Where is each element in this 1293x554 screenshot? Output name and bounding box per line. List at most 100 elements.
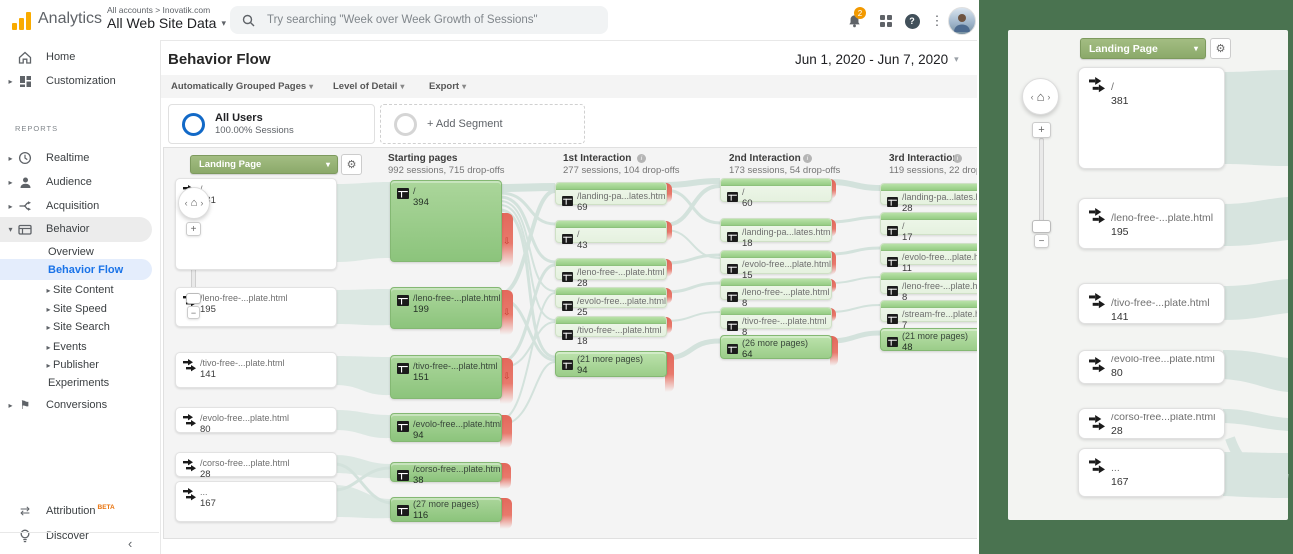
info-icon[interactable]: i (803, 154, 812, 163)
sidebar-item-behavior[interactable]: ▾ Behavior (0, 218, 158, 240)
flow-node-3rd-2[interactable]: /17 (880, 212, 992, 243)
magnifier-zoom-track[interactable] (1039, 138, 1044, 224)
level-of-detail-dropdown[interactable]: Level of Detail ▾ (333, 81, 405, 92)
zoom-in-button[interactable]: + (186, 222, 201, 236)
magnifier-node-5[interactable]: /corso-free...plate.html 28 (1078, 408, 1225, 439)
sidebar-section-reports: REPORTS (15, 124, 59, 133)
info-icon[interactable]: i (637, 154, 646, 163)
flow-node-start-4[interactable]: /evolo-free...plate.html 94 (390, 413, 502, 442)
search-bar[interactable] (230, 6, 608, 34)
sidebar-item-site-search[interactable]: ▸ Site Search (0, 316, 196, 338)
property-selector[interactable]: All Web Site Data ▾ (107, 15, 226, 31)
sidebar-item-attribution[interactable]: ⇄ Attribution BETA (0, 500, 158, 522)
date-range-selector[interactable]: Jun 1, 2020 - Jun 7, 2020 ▾ (795, 52, 959, 67)
magnifier-node-3[interactable]: /tivo-free-...plate.html 141 (1078, 283, 1225, 324)
flow-settings-button[interactable]: ⚙ (341, 154, 362, 175)
flow-node-2nd-4[interactable]: /leno-free-...plate.html 8 (720, 278, 832, 309)
sidebar-item-site-speed[interactable]: ▸ Site Speed (0, 298, 196, 320)
flow-node-3rd-4[interactable]: /leno-free-...plate.html 8 (880, 272, 992, 303)
avatar[interactable] (948, 7, 976, 35)
sidebar-item-publisher[interactable]: ▸ Publisher (0, 354, 196, 376)
flow-node-2nd-2[interactable]: /landing-pa...lates.html 18 (720, 218, 832, 249)
page-icon (887, 223, 898, 241)
flow-node-1st-5[interactable]: /tivo-free-...plate.html 18 (555, 316, 667, 347)
grouping-dropdown[interactable]: Automatically Grouped Pages ▾ (171, 81, 314, 92)
flow-node-3rd-5[interactable]: /stream-fre...plate.html 7 (880, 300, 992, 331)
flow-node-start-6[interactable]: (27 more pages) 116 (390, 497, 502, 522)
flow-node-landing-2[interactable]: /leno-free-...plate.html 195 (175, 287, 337, 327)
add-segment-button[interactable]: + Add Segment (380, 104, 585, 144)
flow-node-3rd-3[interactable]: /evolo-free...plate.html 11 (880, 243, 992, 274)
sidebar-item-experiments[interactable]: Experiments (48, 377, 110, 389)
account-breadcrumb[interactable]: All accounts > Inovatik.com (107, 5, 211, 15)
magnifier-zoom-in-button[interactable]: + (1032, 122, 1051, 138)
sidebar-item-overview[interactable]: Overview (48, 246, 94, 258)
magnifier-settings-button[interactable]: ⚙ (1210, 38, 1231, 59)
sidebar-item-discover[interactable]: Discover (0, 525, 158, 547)
page-icon (562, 269, 573, 287)
magnifier-node-2[interactable]: /leno-free-...plate.html 195 (1078, 198, 1225, 249)
sidebar-item-home[interactable]: Home (0, 46, 158, 68)
flow-node-landing-4[interactable]: /evolo-free...plate.html 80 (175, 407, 337, 435)
dropoff-tail (830, 219, 836, 237)
chevron-left-icon[interactable]: ‹ (1030, 91, 1034, 102)
magnifier-dimension-selector[interactable]: Landing Page ▾ (1080, 38, 1206, 59)
magnifier-node-6[interactable]: ... 167 (1078, 448, 1225, 497)
magnifier-navigator[interactable]: ‹ ⌂ › (1022, 78, 1059, 115)
magnifier-node-1[interactable]: /381 (1078, 67, 1225, 169)
sidebar-item-conversions[interactable]: ▸ ⚑ Conversions (0, 394, 158, 416)
flow-node-2nd-5[interactable]: /tivo-free-...plate.html 8 (720, 307, 832, 338)
search-input[interactable] (265, 13, 589, 27)
export-dropdown[interactable]: Export ▾ (429, 81, 467, 92)
dimension-selector[interactable]: Landing Page ▾ (190, 155, 338, 174)
chevron-right-icon[interactable]: › (1047, 91, 1051, 102)
sidebar-item-realtime[interactable]: ▸ Realtime (0, 147, 158, 169)
flow-node-2nd-3[interactable]: /evolo-free...plate.html 15 (720, 250, 832, 281)
more-menu-icon[interactable]: ⋮ (930, 13, 944, 28)
page-icon (727, 341, 738, 359)
analytics-logo-icon[interactable] (12, 10, 34, 30)
collapse-sidebar-icon[interactable]: ‹ (128, 536, 133, 551)
apps-grid-icon[interactable] (877, 12, 895, 30)
flow-node-landing-5[interactable]: /corso-free...plate.html 28 (175, 452, 337, 480)
chevron-left-icon[interactable]: ‹ (184, 198, 188, 208)
flow-node-2nd-1[interactable]: /60 (720, 178, 832, 209)
zoom-slider-thumb[interactable] (186, 293, 201, 304)
magnifier-node-4[interactable]: /evolo-free...plate.html 80 (1078, 350, 1225, 384)
home-icon[interactable]: ⌂ (1036, 89, 1045, 104)
help-icon[interactable]: ? (903, 12, 921, 30)
magnifier-zoom-out-button[interactable]: − (1034, 234, 1049, 248)
sidebar-item-site-content[interactable]: ▸ Site Content (0, 279, 196, 301)
flow-node-1st-3[interactable]: /leno-free-...plate.html 28 (555, 258, 667, 289)
chevron-right-icon[interactable]: › (200, 198, 204, 208)
magnifier-zoom-thumb[interactable] (1032, 220, 1051, 233)
flow-node-1st-1[interactable]: /landing-pa...lates.html 69 (555, 182, 667, 213)
sidebar-item-audience[interactable]: ▸ Audience (0, 171, 158, 193)
flow-node-start-5[interactable]: /corso-free...plate.html 38 (390, 462, 502, 486)
flow-navigator[interactable]: ‹ ⌂ › (178, 187, 210, 219)
segment-all-users[interactable]: All Users 100.00% Sessions (168, 104, 375, 144)
flow-node-start-3[interactable]: /tivo-free-...plate.html 151 (390, 355, 502, 399)
flow-node-landing-3[interactable]: /tivo-free-...plate.html 141 (175, 352, 337, 388)
sidebar-item-customization[interactable]: ▸ Customization (0, 70, 158, 92)
flow-node-1st-6[interactable]: (21 more pages) 94 (555, 351, 667, 377)
flow-node-1st-2[interactable]: /43 (555, 220, 667, 251)
flow-node-1st-4[interactable]: /evolo-free...plate.html 25 (555, 287, 667, 318)
zoom-out-button[interactable]: − (187, 306, 200, 319)
flow-node-3rd-1[interactable]: /landing-pa...lates.html 28 (880, 183, 992, 214)
expand-icon: ▸ (46, 285, 51, 295)
column-subtitle: 992 sessions, 715 drop-offs (388, 165, 505, 176)
flow-node-start-1[interactable]: /394 (390, 180, 502, 262)
page-icon (562, 193, 573, 211)
sidebar-item-behavior-flow[interactable]: Behavior Flow (48, 264, 124, 276)
sidebar-item-events[interactable]: ▸ Events (0, 336, 196, 358)
flow-node-2nd-6[interactable]: (26 more pages) 64 (720, 335, 832, 360)
page-icon (397, 419, 409, 437)
sidebar-item-acquisition[interactable]: ▸ Acquisition (0, 195, 158, 217)
home-icon[interactable]: ⌂ (190, 197, 198, 209)
flow-node-start-2[interactable]: /leno-free-...plate.html 199 (390, 287, 502, 329)
info-icon[interactable]: i (953, 154, 962, 163)
flow-node-landing-6[interactable]: ... 167 (175, 481, 337, 522)
notifications-bell-icon[interactable]: 2 (845, 7, 866, 30)
flow-node-3rd-6[interactable]: (21 more pages) 48 (880, 328, 992, 353)
